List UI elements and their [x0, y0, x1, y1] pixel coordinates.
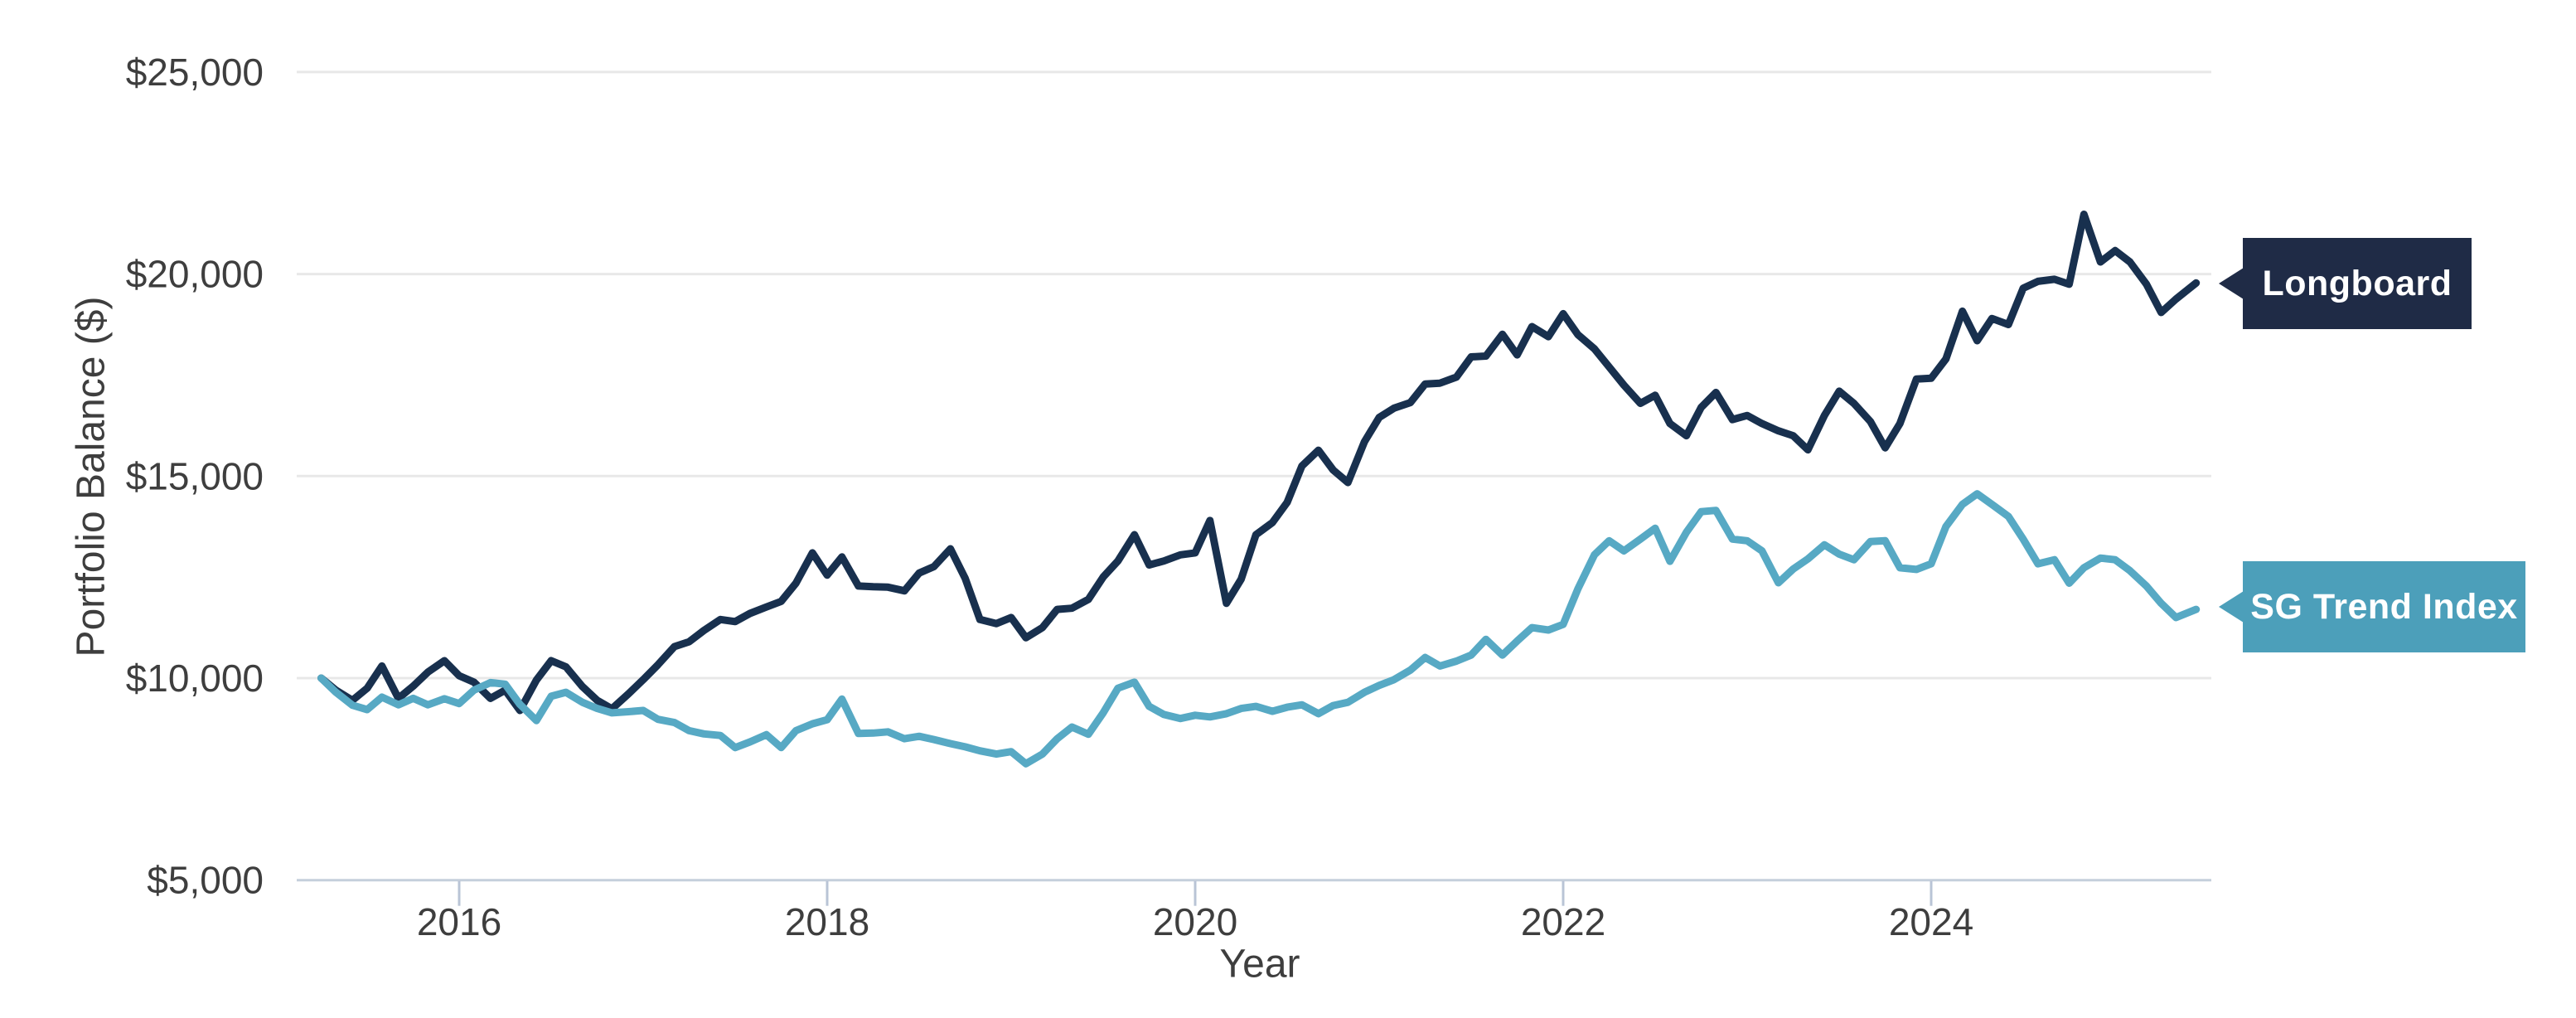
series-label-text: SG Trend Index: [2250, 586, 2518, 627]
x-tick-label: 2024: [1889, 900, 1973, 943]
gridlines: [297, 70, 2211, 882]
y-tick-label: $10,000: [126, 657, 264, 700]
callout-left-pointer-icon: [2219, 268, 2244, 299]
sg-trend-index-line: [317, 490, 2201, 768]
y-tick-label: $15,000: [126, 454, 264, 497]
series-lines: [317, 211, 2201, 768]
x-tick-label: 2018: [785, 900, 869, 943]
y-tick-label: $20,000: [126, 253, 264, 296]
x-tick-label: 2020: [1153, 900, 1237, 943]
y-axis-tick-labels: $5,000 $10,000 $15,000 $20,000 $25,000: [126, 51, 264, 902]
callout-left-pointer-icon: [2219, 591, 2244, 623]
y-tick-label: $25,000: [126, 51, 264, 94]
x-tick-label: 2022: [1521, 900, 1605, 943]
y-tick-label: $5,000: [147, 859, 264, 902]
series-label-longboard: Longboard: [2219, 238, 2472, 329]
series-label-text: Longboard: [2262, 263, 2453, 303]
x-axis-ticks: [458, 880, 1933, 906]
series-label-sg-trend-index: SG Trend Index: [2219, 561, 2525, 652]
y-axis-title: Portfolio Balance ($): [69, 296, 114, 657]
x-axis-tick-labels: 2016 2018 2020 2022 2024: [417, 900, 1973, 943]
longboard-line: [317, 211, 2201, 715]
x-axis-title: Year: [1219, 942, 1300, 986]
x-tick-label: 2016: [417, 900, 501, 943]
